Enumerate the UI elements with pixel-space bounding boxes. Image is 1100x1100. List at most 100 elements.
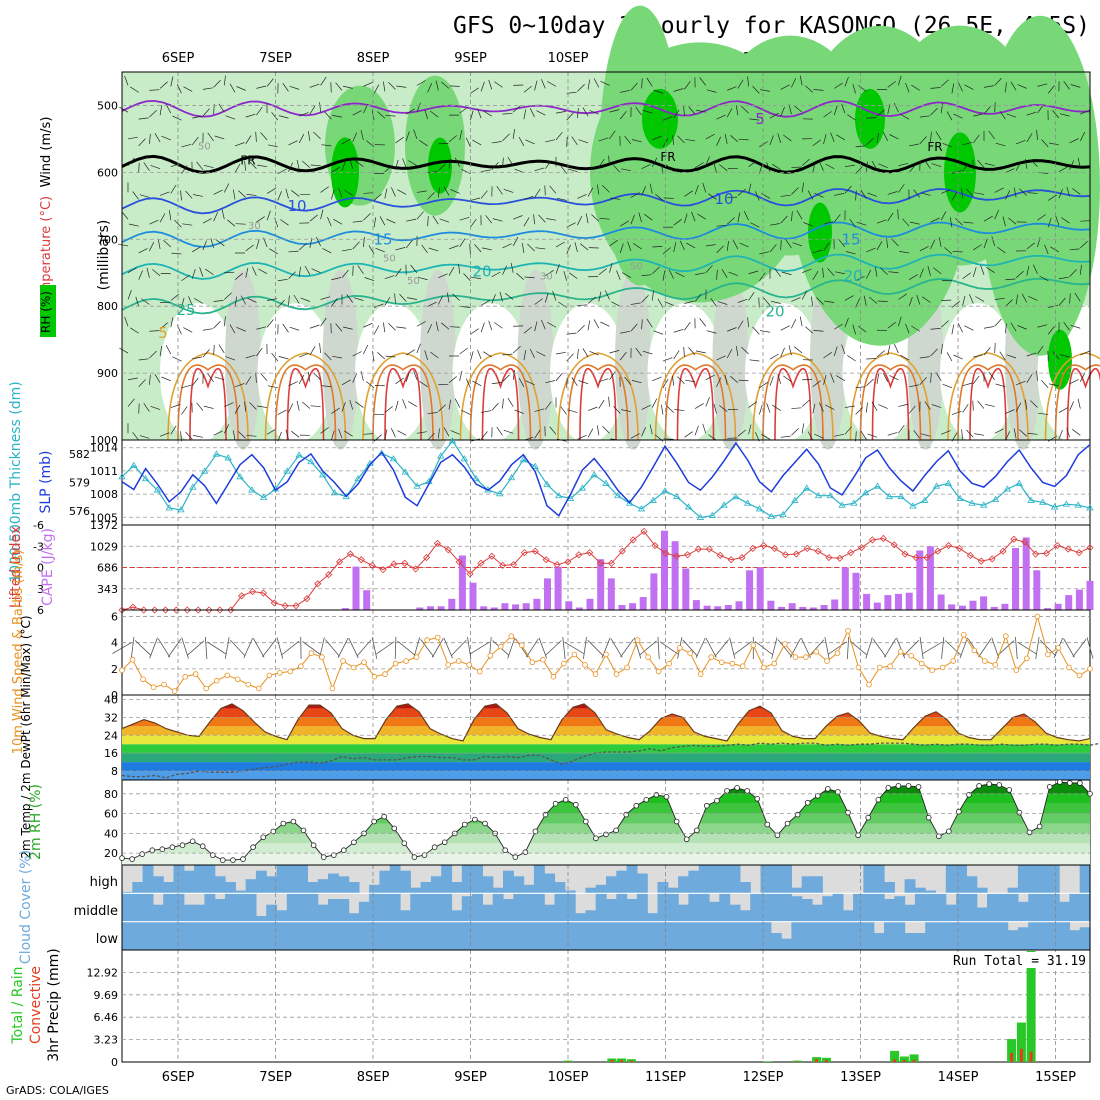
- wind10-axis-title: 10m Wind Speed & Barbs (m/s): [11, 550, 26, 755]
- cloud-cell-low: [719, 921, 731, 950]
- lifted-index-point: [673, 552, 681, 560]
- cloud-cell-middle: [842, 910, 854, 922]
- wind-barb: [289, 326, 300, 331]
- cloud-cell-low: [585, 921, 597, 950]
- thickness-point: [259, 493, 268, 501]
- wind-barb: [245, 267, 249, 278]
- cloud-cell-middle: [533, 893, 545, 922]
- wind-barb: [737, 298, 748, 303]
- rh-point: [502, 847, 509, 853]
- thickness-point: [496, 490, 504, 497]
- lifted-index-point: [999, 547, 1007, 555]
- y-tick-label: 686: [97, 562, 118, 575]
- wind-barb: [443, 637, 453, 659]
- rh-band: [122, 793, 1090, 804]
- wind-barb: [919, 268, 924, 278]
- wind-barb: [911, 84, 920, 91]
- cloud-cell-middle: [235, 893, 247, 922]
- wind-barb: [459, 238, 466, 248]
- wind-barb: [424, 109, 428, 120]
- wind-barb: [724, 134, 728, 144]
- cape-bar: [895, 593, 902, 610]
- wind-barb: [251, 266, 257, 276]
- wind-speed-point: [266, 672, 273, 679]
- wind-barb: [962, 163, 969, 172]
- wind-barb: [541, 79, 546, 89]
- wind-barb: [280, 219, 289, 226]
- cloud-cell-high: [585, 887, 597, 894]
- cloud-cell-high: [781, 865, 792, 894]
- wind-barb: [949, 217, 953, 228]
- wind-barb: [535, 247, 546, 250]
- cloud-cell-low: [225, 921, 236, 950]
- cloud-cell-low: [194, 921, 205, 950]
- cape-bar: [714, 606, 722, 610]
- wind-barb: [1015, 270, 1024, 278]
- wind-barb: [408, 160, 418, 166]
- wind-barb: [602, 185, 610, 193]
- cloud-cell-middle: [616, 893, 628, 922]
- wind-barb: [587, 296, 596, 304]
- rh-point: [613, 827, 619, 834]
- cape-bar: [820, 605, 828, 610]
- wind-barb: [291, 430, 300, 438]
- wind-barb: [611, 301, 621, 307]
- wind-barb: [234, 163, 241, 173]
- wind-barb: [355, 160, 364, 167]
- cloud-cell-middle: [647, 913, 659, 922]
- wind-barb: [567, 409, 578, 413]
- wind-barb: [919, 136, 927, 145]
- wind-barb: [138, 403, 140, 414]
- thickness-point: [212, 450, 221, 457]
- wind-barb: [1037, 104, 1044, 114]
- precip-axis-title: 3hr Precip (mm): [46, 948, 62, 1061]
- wind-speed-point: [960, 631, 967, 638]
- wind-barb: [609, 239, 618, 247]
- cloud-cell-high: [132, 882, 144, 894]
- wind-barb: [1077, 398, 1081, 409]
- wind-barb: [597, 184, 600, 195]
- wind-speed-point: [687, 650, 693, 656]
- wind-barb: [737, 320, 744, 330]
- thickness-point: [531, 462, 539, 469]
- wind-speed-point: [813, 648, 820, 655]
- cloud-cell-low: [832, 921, 844, 950]
- cloud-cell-low: [358, 921, 370, 950]
- wind-barb: [908, 164, 916, 173]
- wind-barb: [973, 134, 980, 144]
- cloud-cell-middle: [122, 893, 133, 922]
- cloud-cell-low: [925, 921, 937, 950]
- cloud-cell-middle: [379, 893, 391, 922]
- wind-barb: [416, 102, 421, 113]
- wind-barb: [909, 143, 919, 147]
- cloud-cell-middle: [894, 896, 906, 922]
- wind-barb: [364, 277, 375, 282]
- wind-barb: [833, 105, 838, 116]
- wind-barb: [1037, 83, 1048, 87]
- y-tick-label: 343: [97, 583, 118, 596]
- cloud-cell-middle: [976, 907, 988, 922]
- wind-barb: [450, 639, 467, 657]
- wind-barb: [743, 211, 749, 221]
- wind-barb: [416, 343, 421, 354]
- wind-barb: [705, 133, 715, 140]
- wind-speed-point: [603, 651, 609, 658]
- wind-speed-point: [834, 650, 841, 656]
- cloud-cell-high: [698, 865, 710, 894]
- wind-barb: [1028, 295, 1038, 301]
- cloud-cell-high: [1038, 865, 1050, 894]
- wind-barb: [363, 344, 369, 355]
- cloud-cell-high: [369, 884, 380, 894]
- wind-barb: [448, 158, 452, 169]
- rh-point: [734, 785, 740, 791]
- cloud-cell-low: [245, 921, 257, 950]
- wind-speed-point: [1076, 672, 1083, 679]
- cloud-cell-low: [266, 921, 278, 950]
- wind-barb: [760, 89, 771, 92]
- cloud-cell-middle: [328, 899, 339, 922]
- wind-barb: [977, 159, 985, 168]
- warm-isotherm: [469, 364, 532, 441]
- thickness-point: [519, 456, 528, 463]
- thickness-point: [189, 483, 197, 490]
- wind-barb: [593, 319, 600, 329]
